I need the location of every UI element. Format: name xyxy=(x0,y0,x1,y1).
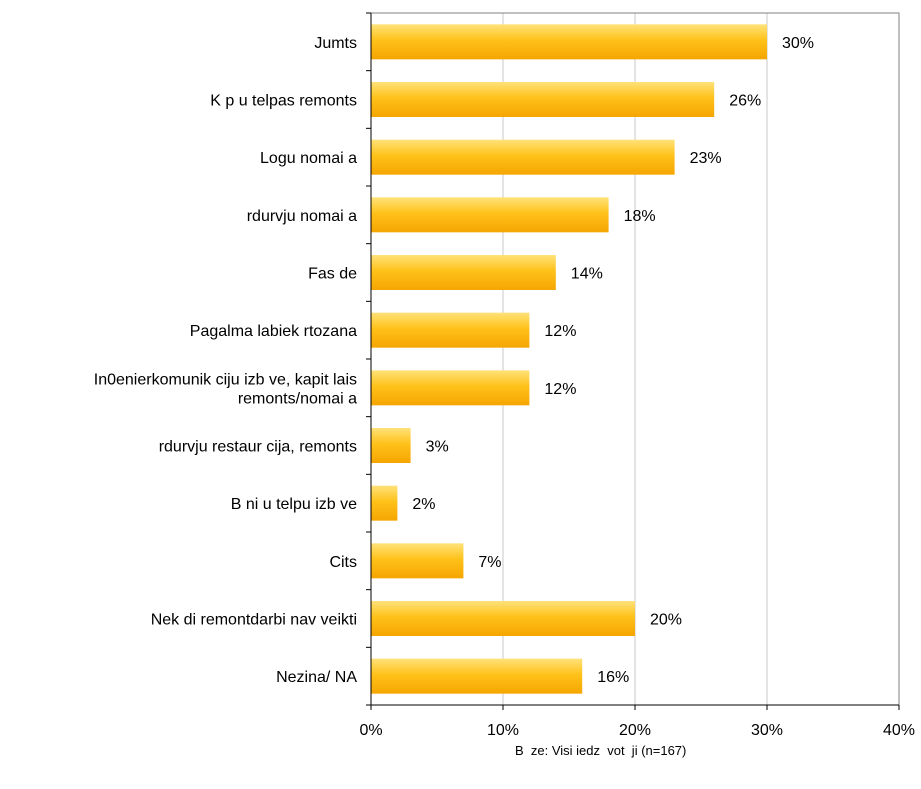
bar xyxy=(371,255,556,290)
category-label: Fas de xyxy=(308,266,357,283)
category-label: Cits xyxy=(329,554,357,571)
bar xyxy=(371,658,583,694)
data-label: 2% xyxy=(412,496,435,513)
category-label: Pagalma labiek rtozana xyxy=(190,323,357,340)
bar xyxy=(371,543,464,579)
data-label: 30% xyxy=(782,35,814,52)
labels: 0% 10% 20% 30% 40% 30% Jumts 26% K p u telpas re… xyxy=(94,35,915,739)
category-label: B ni u telpu izb ve xyxy=(231,496,357,513)
x-tick-label: 10% xyxy=(487,722,519,739)
axes xyxy=(366,12,900,710)
bar xyxy=(371,428,411,463)
bar xyxy=(371,601,635,636)
bar xyxy=(371,24,767,60)
category-label: rdurvju restaur cija, remonts xyxy=(159,439,357,456)
data-label: 20% xyxy=(650,612,682,629)
x-tick-label: 30% xyxy=(751,722,783,739)
x-tick-label: 0% xyxy=(359,722,382,739)
category-label: rdurvju nomai a xyxy=(247,208,357,225)
x-tick-label: 40% xyxy=(883,722,915,739)
data-label: 3% xyxy=(426,439,449,456)
bar xyxy=(371,82,715,117)
data-label: 16% xyxy=(597,669,629,686)
bars xyxy=(371,24,767,694)
category-label: Nek di remontdarbi nav veikti xyxy=(151,612,357,629)
bar xyxy=(371,485,398,521)
data-label: 23% xyxy=(690,150,722,167)
bar xyxy=(371,370,530,406)
category-label: In0enierkomunik ciju izb ve, kapit lais r… xyxy=(94,371,357,407)
category-label: Jumts xyxy=(314,35,357,52)
x-tick-label: 20% xyxy=(619,722,651,739)
data-label: 7% xyxy=(478,554,501,571)
data-label: 26% xyxy=(729,93,761,110)
data-label: 18% xyxy=(624,208,656,225)
bar xyxy=(371,139,675,175)
base-footnote: B ze: Visi iedz vot ji (n=167) xyxy=(515,743,687,758)
category-label: K p u telpas remonts xyxy=(210,93,357,110)
category-label: Logu nomai a xyxy=(260,150,357,167)
bar xyxy=(371,312,530,348)
bar xyxy=(371,197,609,233)
data-label: 14% xyxy=(571,266,603,283)
data-label: 12% xyxy=(544,323,576,340)
category-label: Nezina/ NA xyxy=(276,669,357,686)
grid-lines xyxy=(502,13,768,705)
data-label: 12% xyxy=(544,381,576,398)
